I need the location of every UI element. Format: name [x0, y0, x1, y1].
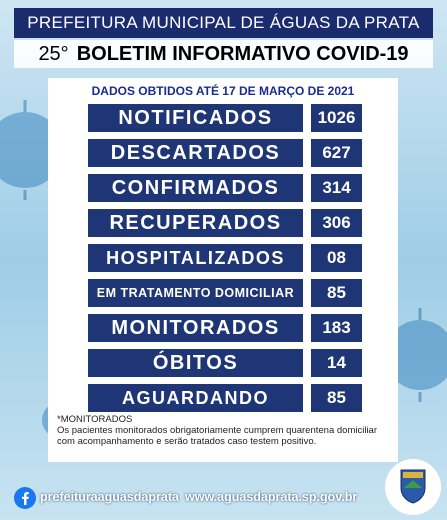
note-text: Os pacientes monitorados obrigatoriament… [57, 425, 377, 447]
row-value: 183 [311, 314, 362, 342]
website: www.aguasdaprata.sp.gov.br [185, 490, 358, 504]
note-title: *MONITORADOS [57, 414, 133, 425]
row-value: 85 [311, 279, 362, 307]
row-value: 306 [311, 209, 362, 237]
bulletin-strip: 25° BOLETIM INFORMATIVO COVID-19 [14, 40, 433, 68]
row-value: 314 [311, 174, 362, 202]
row-label: AGUARDANDO EXAME [88, 384, 303, 436]
facebook-handle: prefeituraaguasdaprata [40, 490, 179, 504]
row-value: 14 [311, 349, 362, 377]
row-label: MONITORADOS [88, 314, 303, 342]
row-value: 627 [311, 139, 362, 167]
row-value: 1026 [311, 104, 362, 132]
logo [385, 459, 441, 515]
row-label: HOSPITALIZADOS [88, 244, 303, 272]
facebook-icon [14, 487, 36, 509]
banner-title: PREFEITURA MUNICIPAL DE ÁGUAS DA PRATA S… [14, 8, 433, 62]
row-value: 08 [311, 244, 362, 272]
bulletin-number: 25° [38, 43, 69, 65]
row-label: DESCARTADOS [88, 139, 303, 167]
bulletin-title: BOLETIM INFORMATIVO COVID-19 [76, 43, 409, 65]
row-label: NOTIFICADOS [88, 104, 303, 132]
row-label: EM TRATAMENTO DOMICILIAR [88, 279, 303, 307]
date-line: DADOS OBTIDOS ATÉ 17 DE MARÇO DE 2021 [91, 84, 355, 98]
row-label: RECUPERADOS [88, 209, 303, 237]
note: *MONITORADOS Os pacientes monitorados obr… [57, 414, 397, 447]
row-label: CONFIRMADOS [88, 174, 303, 202]
row-label: ÓBITOS [88, 349, 303, 377]
row-value: 85 [311, 384, 362, 412]
